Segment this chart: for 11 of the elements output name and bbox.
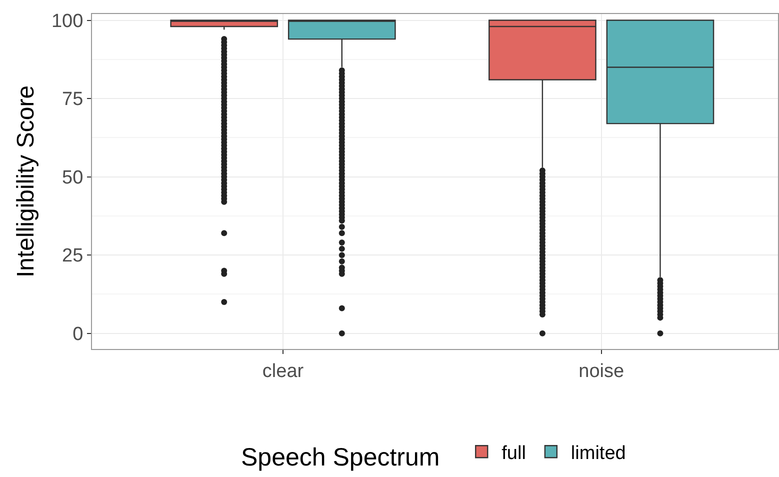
y-tick-label: 0 <box>72 324 84 345</box>
legend-label: limited <box>570 443 626 464</box>
legend-label: full <box>502 443 526 464</box>
y-tick-label: 50 <box>62 167 84 188</box>
y-tick-label: 100 <box>51 10 84 32</box>
x-tick-label: clear <box>262 360 304 382</box>
legend-title: Speech Spectrum <box>241 443 454 472</box>
y-tick-label: 75 <box>62 89 84 110</box>
y-tick-label: 25 <box>62 246 84 267</box>
y-axis-title: Intelligibility Score <box>12 85 40 278</box>
x-tick-label: noise <box>578 360 624 382</box>
